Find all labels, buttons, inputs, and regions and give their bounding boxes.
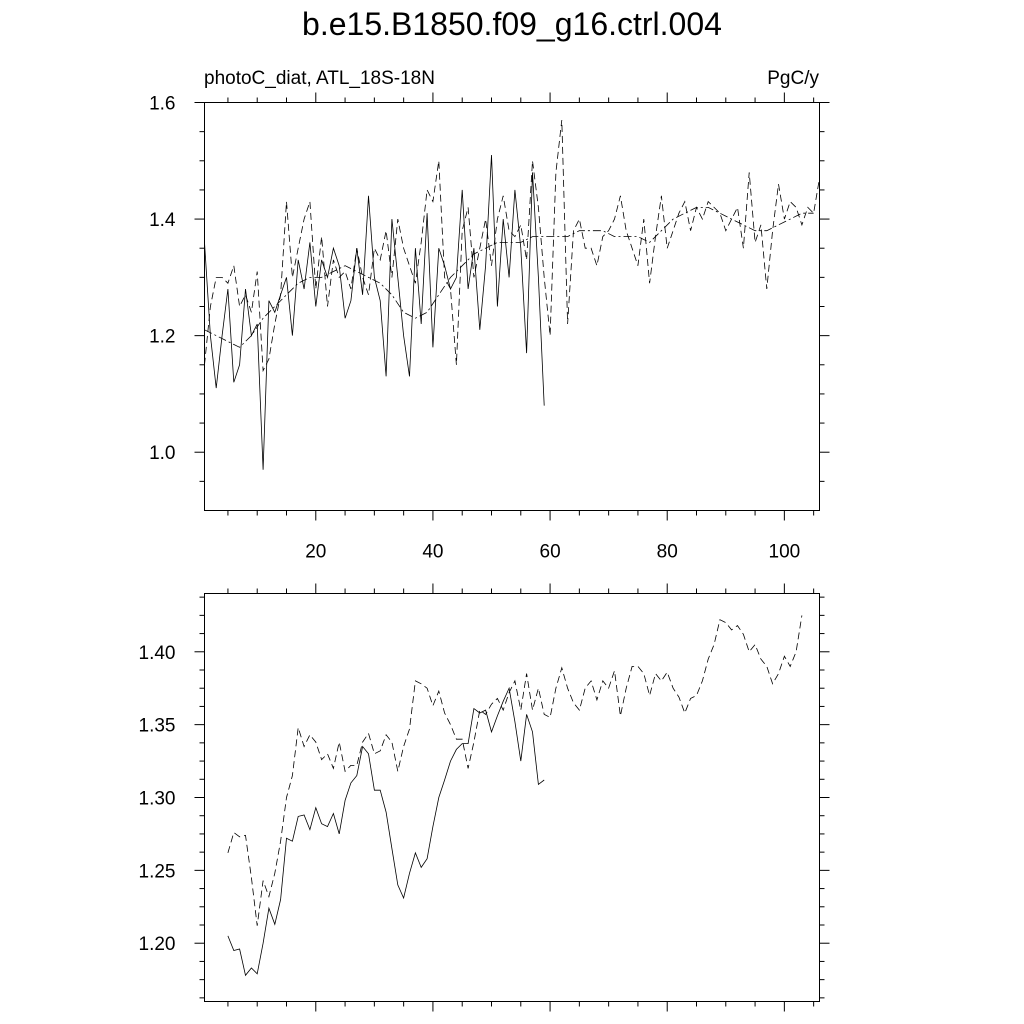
x-tick-label: 80 [657,542,678,563]
plot-frame-bottom [204,593,820,1002]
y-tick-label: 1.40 [139,643,176,664]
units-label: PgC/y [767,68,819,89]
y-tick-label: 1.4 [149,210,176,231]
series-lines-bottom [227,615,803,977]
y-tick-label: 1.25 [139,861,176,882]
y-tick-label: 1.2 [149,327,175,348]
series-line-solid [204,154,545,470]
y-tick-label: 1.35 [139,716,176,737]
y-tick-label: 1.30 [139,789,176,810]
tick-marks-top [194,92,830,521]
x-tick-label: 20 [305,542,326,563]
figure-title: b.e15.B1850.f09_g16.ctrl.004 [302,6,722,42]
chart-panel-top: photoC_diat, ATL_18S-18N PgC/y 20 40 60 80 1… [149,68,830,563]
y-tick-label: 1.6 [149,94,175,115]
tick-labels-top: 20 40 60 80 100 1.0 1.2 1.4 1.6 [149,94,800,563]
y-tick-label: 1.0 [149,443,175,464]
x-tick-label: 100 [769,542,801,563]
variable-region-label: photoC_diat, ATL_18S-18N [204,68,435,89]
tick-labels-bottom: 1.20 1.25 1.30 1.35 1.40 [139,643,176,955]
series-line-dashed [204,119,820,373]
series-line-dashed [227,615,803,926]
series-lines-top [204,119,820,470]
series-line-dash-dot [204,206,814,348]
x-tick-label: 60 [540,542,561,563]
plot-frame-top [204,102,820,511]
tick-marks-bottom [194,583,830,1012]
chart-panel-bottom: 1.20 1.25 1.30 1.35 1.40 [139,583,830,1012]
y-tick-label: 1.20 [139,934,176,955]
x-tick-label: 40 [422,542,443,563]
series-line-solid [227,686,545,977]
